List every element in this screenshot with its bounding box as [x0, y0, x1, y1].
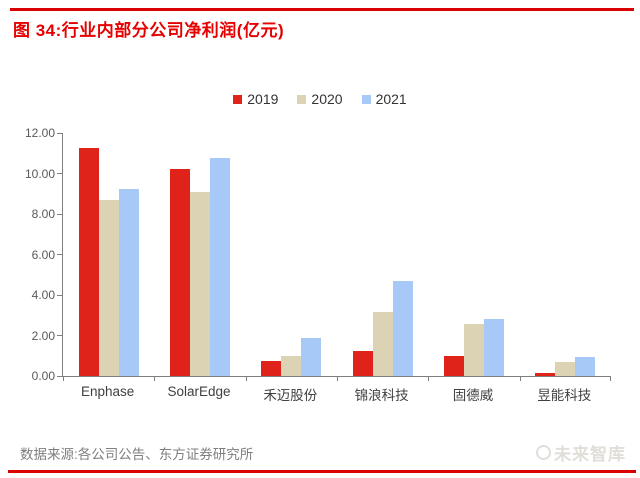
bar-2020-固德威: [463, 324, 484, 376]
bottom-rule: [8, 470, 636, 473]
y-axis-tick-label: 4.00: [31, 288, 55, 302]
bar-2021-固德威: [483, 319, 504, 376]
bar-2019-SolarEdge: [169, 169, 190, 376]
bar-group-固德威: [428, 133, 519, 376]
legend-swatch-2019: [233, 94, 243, 104]
x-axis-category-label: Enphase: [81, 384, 135, 399]
bar-2020-Enphase: [98, 199, 119, 376]
legend-item-2019: 2019: [233, 91, 278, 107]
y-axis-tick: [57, 254, 63, 255]
legend-swatch-2020: [297, 94, 307, 104]
legend-label: 2020: [311, 91, 343, 107]
bar-2019-禾迈股份: [261, 360, 282, 376]
bar-2019-Enphase: [78, 148, 99, 376]
x-axis-tick: [245, 377, 247, 381]
y-axis-tick: [57, 213, 63, 215]
legend-swatch-2021: [361, 94, 371, 104]
x-axis-category-label: 禾迈股份: [263, 388, 318, 403]
bar-group-锦浪科技: [337, 133, 428, 376]
legend-label: 2019: [247, 91, 279, 107]
data-source-note: 数据来源:各公司公告、东方证券研究所: [20, 447, 254, 462]
bar-group-昱能科技: [520, 133, 611, 376]
chart-legend: 2019 2020 2021: [0, 91, 640, 107]
bar-group-SolarEdge: [154, 133, 245, 376]
x-axis-category-label: SolarEdge: [167, 384, 231, 399]
bar-2021-禾迈股份: [301, 337, 322, 376]
watermark-text: 未来智库: [554, 445, 626, 464]
bar-2019-固德威: [443, 355, 464, 376]
x-axis-category-label: 昱能科技: [537, 388, 592, 403]
bar-2021-SolarEdge: [209, 158, 230, 376]
y-axis-tick-label: 10.00: [24, 166, 55, 181]
y-axis-tick: [57, 375, 63, 377]
x-axis-tick: [337, 377, 338, 381]
legend-item-2021: 2021: [361, 91, 407, 107]
plot-area: [57, 132, 611, 381]
top-rule: [10, 8, 634, 11]
legend-item-2020: 2020: [297, 91, 343, 107]
x-axis-tick: [154, 377, 156, 381]
x-axis-category-label: 固德威: [452, 388, 494, 403]
bar-2021-锦浪科技: [392, 280, 413, 376]
x-axis-tick: [610, 377, 611, 381]
bar-2019-昱能科技: [535, 372, 556, 376]
y-axis-tick: [57, 294, 63, 296]
x-axis-category-label: 锦浪科技: [354, 388, 409, 403]
y-axis-tick-label: 2.00: [31, 328, 55, 343]
y-axis-tick: [57, 335, 63, 336]
watermark-logo-icon: [536, 445, 551, 460]
y-axis-tick-label: 0.00: [31, 369, 55, 383]
bar-2020-禾迈股份: [281, 355, 302, 376]
bar-2021-昱能科技: [575, 356, 596, 376]
figure-title: 图 34:行业内部分公司净利润(亿元): [13, 21, 285, 40]
bar-2020-昱能科技: [555, 361, 576, 376]
x-axis-tick: [519, 377, 521, 381]
y-axis-tick: [57, 173, 63, 174]
x-axis-tick: [63, 377, 64, 381]
bar-2020-SolarEdge: [189, 191, 210, 376]
bar-group-Enphase: [63, 133, 154, 376]
watermark: 未来智库: [536, 440, 626, 465]
bar-2020-锦浪科技: [372, 312, 393, 376]
legend-label: 2021: [375, 91, 407, 107]
bar-2019-锦浪科技: [352, 350, 373, 376]
x-axis-tick: [428, 377, 430, 381]
y-axis-tick: [57, 132, 63, 134]
y-axis-tick-label: 6.00: [31, 247, 55, 262]
bar-2021-Enphase: [118, 188, 139, 376]
y-axis-tick-label: 8.00: [31, 207, 55, 221]
bar-group-禾迈股份: [246, 133, 337, 376]
y-axis-tick-label: 12.00: [24, 126, 55, 140]
